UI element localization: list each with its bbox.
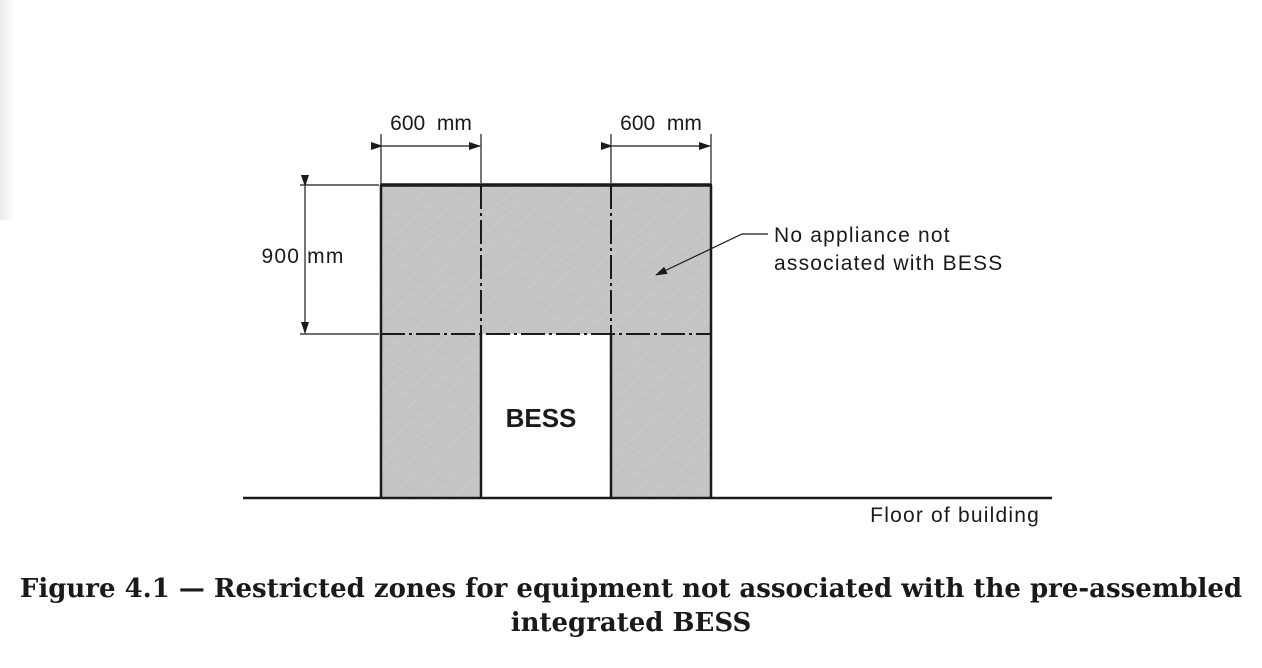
- note-line-2: associated with BESS: [774, 252, 1003, 275]
- restricted-zone-hatch: [381, 185, 711, 498]
- page-edge-shadow: [0, 0, 14, 220]
- restricted-zones-diagram: 600 mm 600 mm 900 mm BESS No appliance n…: [243, 112, 1052, 527]
- caption-line-1: Figure 4.1 — Restricted zones for equipm…: [19, 574, 1243, 604]
- note-leader: [655, 233, 768, 276]
- floor-label: Floor of building: [870, 504, 1040, 527]
- caption-line-2: integrated BESS: [510, 608, 752, 638]
- bess-label: BESS: [506, 403, 577, 433]
- figure-caption: Figure 4.1 — Restricted zones for equipm…: [0, 572, 1262, 640]
- height-label: 900 mm: [261, 245, 344, 268]
- width-left-label: 600 mm: [390, 112, 472, 135]
- width-right-label: 600 mm: [620, 112, 702, 135]
- note-line-1: No appliance not: [774, 224, 951, 247]
